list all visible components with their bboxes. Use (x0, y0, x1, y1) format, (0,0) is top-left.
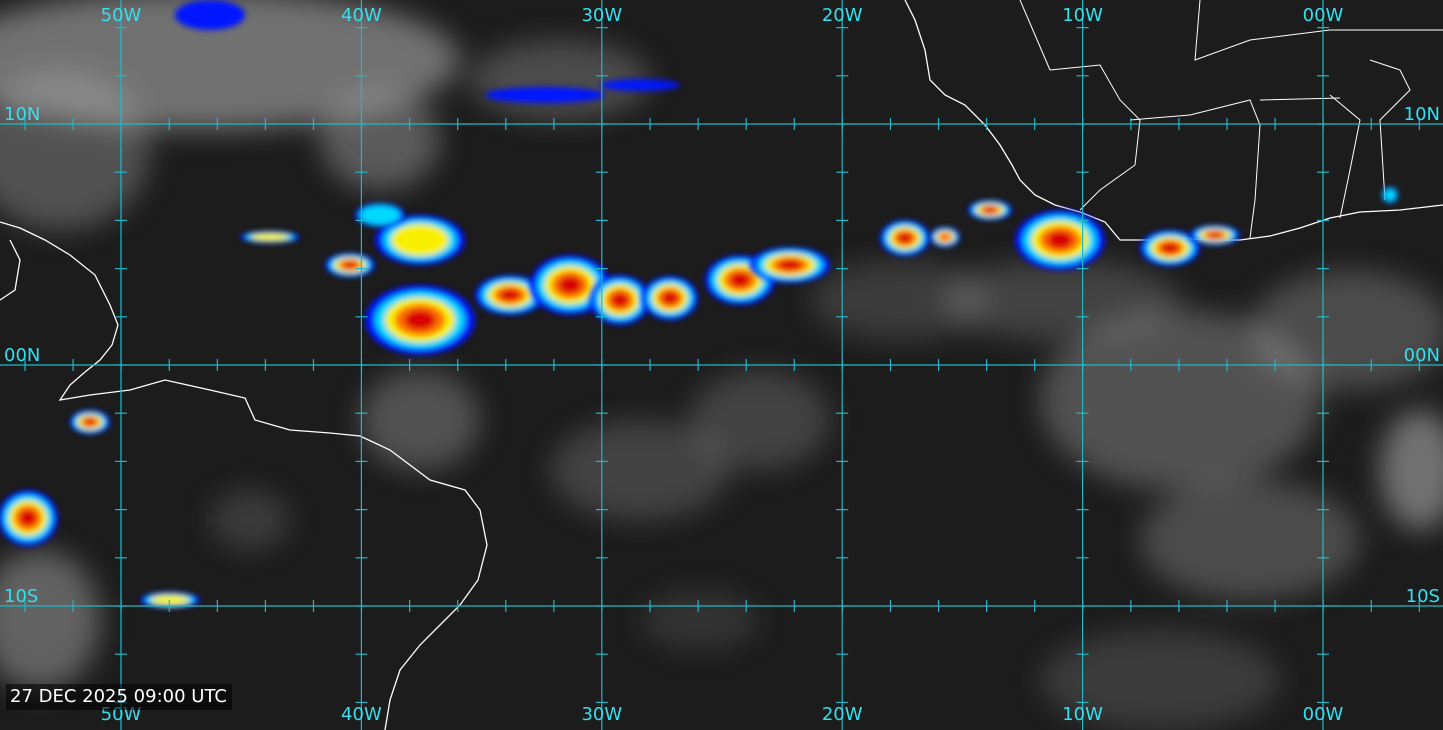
storm-band (485, 87, 605, 103)
storm-cell (1015, 210, 1105, 270)
storm-band (250, 233, 290, 241)
storm-cell (1382, 187, 1398, 203)
longitude-label: 40W (341, 5, 382, 26)
cloud (550, 420, 730, 520)
storm-cell (355, 203, 405, 227)
storm-band (150, 594, 190, 606)
storm-band (662, 291, 678, 305)
cloud (640, 590, 760, 650)
cloud (1040, 310, 1320, 490)
cloud (210, 490, 290, 550)
storm-cell (175, 0, 245, 30)
storm-cell (325, 253, 375, 277)
storm-cell (1190, 225, 1240, 245)
cloud (1380, 410, 1443, 530)
cloud (1250, 270, 1443, 390)
longitude-label: 20W (822, 5, 863, 26)
cloud (320, 90, 440, 190)
convection-layer (0, 0, 1398, 608)
longitude-label: 20W (822, 704, 863, 725)
storm-cell (642, 276, 698, 320)
storm-cell (0, 490, 58, 546)
cloud (0, 70, 150, 230)
cloud (940, 260, 1180, 340)
storm-band (343, 261, 357, 269)
storm-cell (70, 410, 110, 434)
storm-band (983, 207, 997, 213)
storm-band (1047, 231, 1073, 249)
storm-band (938, 232, 952, 242)
longitude-label: 50W (101, 5, 142, 26)
longitude-label: 10W (1062, 704, 1103, 725)
latitude-label: 10S (1406, 586, 1440, 607)
latitude-label: 10N (1404, 104, 1440, 125)
longitude-label: 40W (341, 704, 382, 725)
longitude-label: 00W (1303, 704, 1344, 725)
cloud (1140, 480, 1360, 600)
storm-cell (968, 200, 1012, 220)
timestamp-background (6, 684, 232, 710)
cloud (0, 550, 100, 690)
latitude-label: 00N (4, 345, 40, 366)
latitude-label: 10S (4, 586, 38, 607)
longitude-label: 10W (1062, 5, 1103, 26)
longitude-label: 30W (581, 704, 622, 725)
storm-band (1383, 188, 1397, 202)
storm-band (558, 276, 582, 294)
storm-band (730, 273, 750, 287)
storm-band (898, 232, 912, 244)
storm-cell (240, 231, 300, 243)
storm-cell (375, 215, 465, 265)
storm-band (404, 310, 436, 330)
cloud (810, 260, 990, 340)
storm-band (611, 293, 629, 307)
cloud (360, 370, 480, 470)
longitude-label: 00W (1303, 5, 1344, 26)
storm-band (1161, 242, 1179, 254)
cloud (690, 370, 830, 470)
timestamp: 27 DEC 2025 09:00 UTC (10, 686, 227, 707)
storm-cell (590, 275, 650, 325)
latitude-label: 00N (1404, 345, 1440, 366)
storm-cell (600, 79, 680, 91)
storm-cell (485, 87, 605, 103)
latitude-label: 10N (4, 104, 40, 125)
storm-band (1208, 232, 1222, 238)
cloud (1040, 630, 1280, 730)
storm-band (391, 224, 449, 256)
storm-band (84, 418, 96, 426)
storm-band (778, 259, 802, 271)
storm-cell (880, 220, 930, 256)
storm-band (175, 0, 245, 30)
storm-band (500, 289, 520, 301)
storm-cell (475, 275, 545, 315)
storm-band (359, 205, 401, 225)
storm-cell (140, 592, 200, 608)
storm-cell (365, 285, 475, 355)
storm-cell (750, 247, 830, 283)
storm-cell (1140, 230, 1200, 266)
longitude-label: 30W (581, 5, 622, 26)
storm-cell (930, 227, 960, 247)
storm-band (600, 79, 680, 91)
storm-band (19, 510, 37, 526)
